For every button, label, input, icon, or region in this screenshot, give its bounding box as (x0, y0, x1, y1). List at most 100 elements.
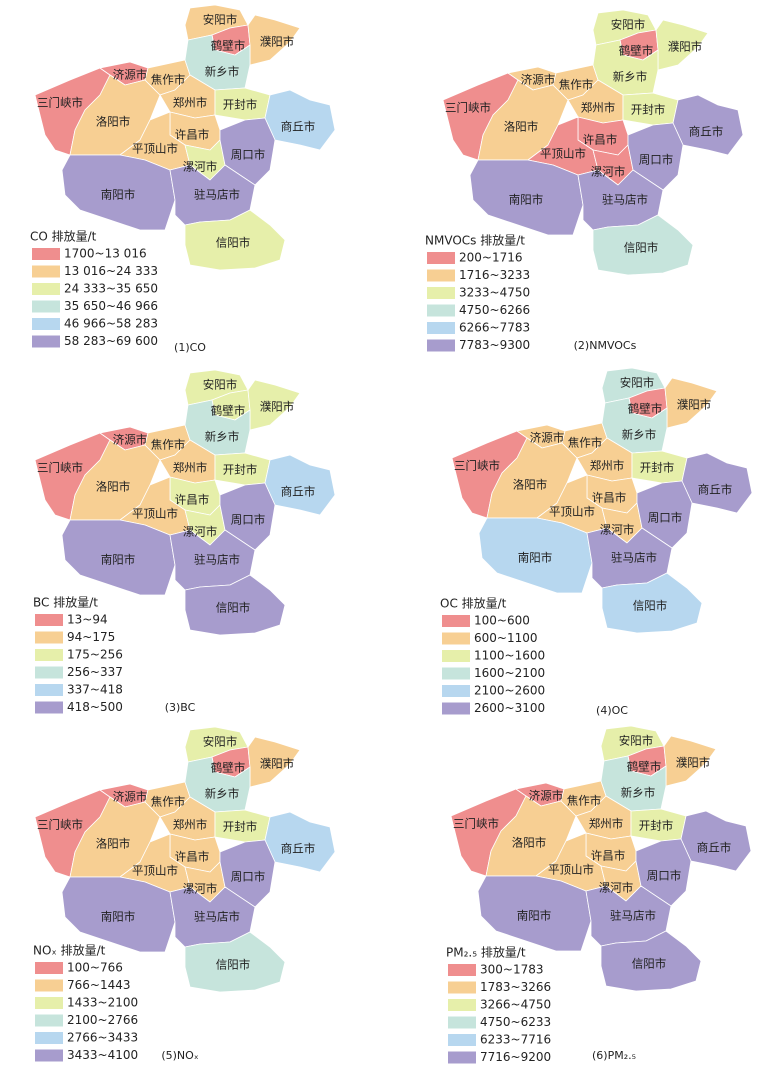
region-label: 信阳市 (216, 236, 251, 250)
legend-swatch (32, 265, 60, 278)
caption: (6)PM₂.₅ (592, 1049, 636, 1062)
region-label: 焦作市 (559, 78, 594, 92)
region (635, 838, 692, 907)
region (592, 214, 694, 276)
region-label: 漯河市 (183, 160, 218, 174)
region-label: 济源市 (521, 73, 556, 87)
region-label: 濮阳市 (668, 40, 703, 54)
region-label: 郑州市 (581, 101, 616, 115)
region-label: 驻马店市 (602, 193, 648, 207)
region-label: 新乡市 (205, 787, 240, 801)
legend-label: 58 283~69 600 (64, 334, 158, 348)
legend-swatch (442, 650, 470, 662)
legend-swatch (32, 335, 60, 348)
region (184, 574, 286, 636)
legend-label: 3233~4750 (459, 286, 530, 300)
region-label: 郑州市 (173, 818, 208, 832)
legend-label: 46 966~58 283 (64, 317, 158, 331)
legend-swatch (448, 1016, 476, 1029)
caption: (2)NMVOCs (574, 339, 637, 352)
legend-label: 6233~7716 (480, 1033, 551, 1047)
legend-swatch (427, 269, 455, 282)
region-label: 周口市 (639, 153, 674, 167)
legend-label: 1716~3233 (459, 268, 530, 282)
legend-swatch (427, 322, 455, 334)
region-label: 平顶山市 (540, 147, 586, 161)
legend-swatch (35, 1014, 63, 1027)
region-label: 焦作市 (151, 73, 186, 87)
region-label: 驻马店市 (611, 551, 657, 565)
region-label: 鹤壁市 (628, 402, 663, 416)
legend-label: 100~600 (474, 614, 530, 628)
region-label: 漯河市 (591, 165, 626, 179)
region-label: 商丘市 (281, 842, 316, 856)
legend-swatch (35, 684, 63, 696)
legend-swatch (32, 318, 60, 330)
region-label: 平顶山市 (132, 507, 178, 521)
region-label: 焦作市 (568, 436, 603, 450)
legend-label: 3266~4750 (480, 998, 551, 1012)
legend-label: 418~500 (67, 700, 123, 714)
region-label: 安阳市 (611, 18, 646, 32)
region-label: 驻马店市 (610, 909, 656, 923)
legend-label: 766~1443 (67, 978, 131, 992)
legend-label: 2766~3433 (67, 1031, 138, 1045)
legend-swatch (32, 283, 60, 295)
legend-swatch (35, 962, 63, 974)
region (601, 572, 703, 634)
legend-swatch (32, 248, 60, 260)
region-label: 鹤壁市 (211, 404, 246, 418)
region-label: 济源市 (113, 433, 148, 447)
region-label: 开封市 (640, 461, 675, 475)
legend-label: 2600~3100 (474, 701, 545, 715)
region-label: 安阳市 (203, 13, 238, 27)
region (219, 117, 276, 186)
legend-title: OC 排放量/t (440, 596, 507, 611)
region (219, 839, 276, 908)
legend-label: 7716~9200 (480, 1050, 551, 1064)
legend-swatch (442, 615, 470, 627)
legend-swatch (427, 287, 455, 299)
region-label: 许昌市 (591, 849, 626, 863)
region-label: 新乡市 (622, 428, 657, 442)
region-label: 新乡市 (205, 430, 240, 444)
legend-label: 337~418 (67, 683, 123, 697)
region-label: 濮阳市 (260, 757, 295, 771)
region-label: 开封市 (223, 463, 258, 477)
legend-swatch (35, 631, 63, 644)
legend-label: 200~1716 (459, 251, 523, 265)
region-label: 濮阳市 (677, 398, 712, 412)
region-label: 洛阳市 (96, 837, 131, 851)
region-label: 周口市 (231, 513, 266, 527)
caption: (5)NOₓ (161, 1049, 198, 1062)
region-label: 郑州市 (590, 459, 625, 473)
legend-label: 4750~6233 (480, 1015, 551, 1029)
region (627, 122, 684, 191)
region-label: 南阳市 (101, 188, 136, 202)
legend-title: BC 排放量/t (33, 595, 98, 610)
region-label: 漯河市 (599, 881, 634, 895)
region-label: 三门峡市 (454, 459, 500, 473)
region (469, 159, 584, 236)
region-label: 三门峡市 (37, 96, 83, 110)
region-label: 信阳市 (632, 957, 667, 971)
region-label: 信阳市 (633, 599, 668, 613)
region-label: 信阳市 (624, 241, 659, 255)
region-label: 驻马店市 (194, 910, 240, 924)
region-label: 三门峡市 (445, 101, 491, 115)
legend-label: 2100~2766 (67, 1013, 138, 1027)
region-label: 安阳市 (203, 378, 238, 392)
region-label: 漯河市 (183, 882, 218, 896)
legend-label: 256~337 (67, 665, 123, 679)
region-label: 信阳市 (216, 958, 251, 972)
legend-label: 1600~2100 (474, 666, 545, 680)
region-label: 郑州市 (173, 96, 208, 110)
legend-swatch (427, 304, 455, 317)
region-label: 焦作市 (151, 795, 186, 809)
caption: (1)CO (174, 341, 206, 354)
legend-label: 100~766 (67, 961, 123, 975)
region-label: 平顶山市 (132, 864, 178, 878)
